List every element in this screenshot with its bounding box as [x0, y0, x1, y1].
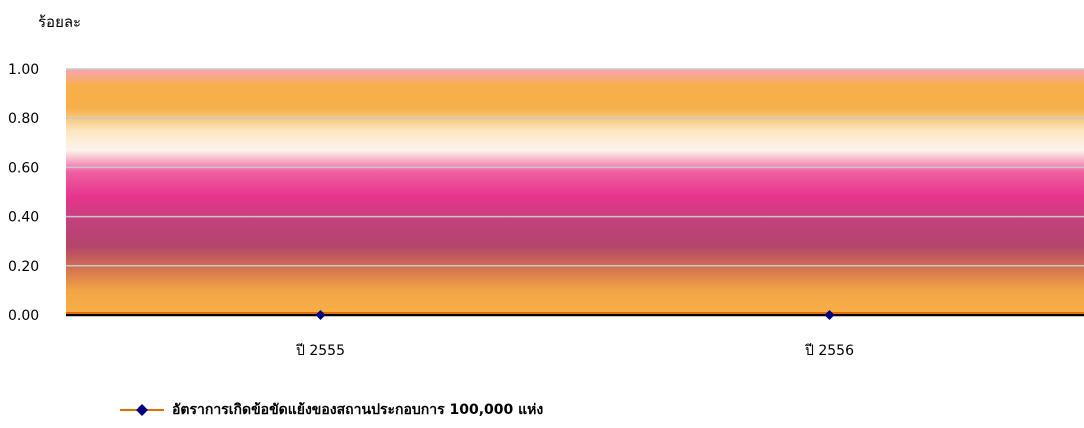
- legend-series-marker: [120, 404, 164, 416]
- y-tick-labels: 0.00 0.20 0.40 0.60 0.80 1.00: [8, 62, 39, 324]
- y-tick-label: 0.80: [8, 111, 39, 127]
- data-point-marker: [315, 310, 326, 320]
- y-tick-label: 0.40: [8, 210, 39, 226]
- series-layer: [66, 310, 1084, 320]
- y-tick-label: 0.20: [8, 259, 39, 275]
- x-tick-label: ปี 2555: [296, 343, 345, 359]
- y-tick-label: 0.00: [8, 308, 39, 324]
- legend-series-label: อัตราการเกิดข้อขัดแย้งของสถานประกอบการ 1…: [172, 402, 544, 418]
- x-tick-label: ปี 2556: [805, 343, 855, 359]
- data-point-marker: [824, 310, 835, 320]
- y-tick-label: 0.60: [8, 160, 39, 176]
- gridlines: [66, 68, 1084, 317]
- legend: อัตราการเกิดข้อขัดแย้งของสถานประกอบการ 1…: [120, 399, 543, 421]
- plot-area-background: [66, 69, 1084, 315]
- y-tick-label: 1.00: [8, 62, 39, 78]
- y-axis-unit-label: ร้อยละ: [38, 13, 82, 31]
- x-tick-labels: ปี 2555 ปี 2556: [296, 343, 855, 359]
